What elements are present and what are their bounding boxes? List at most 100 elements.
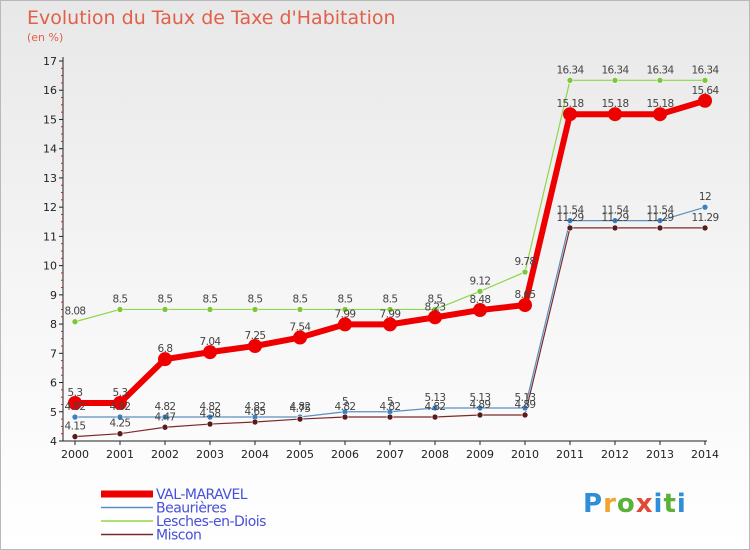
data-point bbox=[296, 306, 304, 313]
data-label: 9.12 bbox=[470, 275, 491, 287]
data-label: 9.78 bbox=[515, 256, 536, 268]
data-label: 11.29 bbox=[601, 212, 628, 224]
y-tick-label: 15 bbox=[43, 113, 57, 126]
y-tick-label: 6 bbox=[50, 377, 57, 390]
data-point bbox=[161, 423, 169, 431]
data-label: 15.18 bbox=[601, 98, 628, 110]
data-label: 7.99 bbox=[335, 308, 356, 320]
data-label: 4.47 bbox=[155, 411, 176, 423]
data-point bbox=[71, 433, 79, 440]
logo-letter: t bbox=[663, 489, 677, 519]
x-tick-label: 2012 bbox=[601, 448, 629, 461]
logo-letter: o bbox=[616, 489, 636, 519]
y-tick-label: 11 bbox=[43, 230, 57, 243]
data-point bbox=[161, 306, 169, 313]
data-label: 8.5 bbox=[338, 293, 353, 305]
logo-letter: x bbox=[635, 489, 654, 519]
data-point bbox=[158, 352, 172, 367]
x-tick-label: 2004 bbox=[241, 448, 269, 461]
data-point bbox=[116, 306, 124, 313]
x-tick-label: 2006 bbox=[331, 448, 359, 461]
data-point bbox=[476, 404, 484, 412]
x-tick-label: 2005 bbox=[286, 448, 314, 461]
data-label: 4.82 bbox=[155, 401, 176, 413]
data-label: 4.82 bbox=[290, 401, 311, 413]
y-tick-label: 9 bbox=[50, 289, 57, 302]
data-label: 7.54 bbox=[290, 322, 312, 334]
data-label: 11.54 bbox=[601, 205, 629, 217]
data-point bbox=[428, 310, 442, 325]
logo-letter: P bbox=[583, 489, 604, 519]
legend-entry: Lesches-en-Diois bbox=[156, 514, 266, 530]
data-point bbox=[116, 430, 124, 437]
x-tick-label: 2001 bbox=[106, 448, 134, 461]
data-label: 16.34 bbox=[556, 64, 584, 76]
data-point bbox=[206, 413, 214, 421]
data-label: 11.54 bbox=[646, 205, 674, 217]
x-tick-label: 2014 bbox=[691, 448, 719, 461]
data-label: 4.82 bbox=[380, 401, 401, 413]
data-label: 7.99 bbox=[380, 308, 401, 320]
data-label: 4.58 bbox=[200, 408, 221, 420]
data-point bbox=[701, 203, 709, 211]
data-point bbox=[386, 306, 394, 313]
data-point bbox=[431, 413, 439, 421]
data-point bbox=[386, 413, 394, 421]
legend-entry: VAL-MARAVEL bbox=[156, 487, 248, 503]
data-point bbox=[476, 411, 484, 419]
data-point bbox=[206, 420, 214, 428]
data-label: 4.25 bbox=[110, 418, 131, 430]
data-point bbox=[71, 318, 79, 326]
data-point bbox=[566, 76, 574, 84]
data-point bbox=[611, 76, 619, 84]
data-point bbox=[701, 76, 709, 84]
data-label: 5.3 bbox=[113, 387, 128, 399]
data-label: 4.89 bbox=[470, 399, 491, 411]
data-point bbox=[656, 217, 664, 224]
y-tick-label: 7 bbox=[50, 347, 57, 360]
data-point bbox=[521, 268, 529, 276]
y-tick-label: 10 bbox=[43, 260, 57, 273]
data-label: 15.64 bbox=[691, 85, 719, 97]
data-label: 5.13 bbox=[470, 392, 491, 404]
data-label: 5 bbox=[342, 396, 348, 408]
data-point bbox=[611, 224, 619, 232]
data-point bbox=[476, 288, 484, 295]
proxiti-logo: Proxiti bbox=[583, 489, 687, 519]
data-label: 8.23 bbox=[425, 301, 446, 313]
data-point bbox=[251, 306, 259, 313]
data-label: 8.08 bbox=[65, 306, 86, 318]
data-point bbox=[431, 404, 439, 412]
x-tick-label: 2009 bbox=[466, 448, 494, 461]
data-point bbox=[71, 413, 79, 421]
data-label: 12 bbox=[699, 191, 711, 203]
data-label: 5.13 bbox=[515, 392, 536, 404]
data-point bbox=[113, 396, 127, 410]
x-tick-label: 2008 bbox=[421, 448, 449, 461]
data-label: 8.5 bbox=[383, 293, 398, 305]
data-label: 4.75 bbox=[290, 403, 311, 415]
y-tick-label: 5 bbox=[50, 406, 57, 419]
data-label: 8.5 bbox=[113, 293, 128, 305]
data-label: 8.5 bbox=[203, 293, 218, 305]
data-point bbox=[611, 217, 619, 224]
data-point bbox=[566, 224, 574, 232]
x-tick-label: 2013 bbox=[646, 448, 674, 461]
data-label: 11.29 bbox=[646, 212, 673, 224]
data-point bbox=[518, 298, 532, 313]
data-point bbox=[563, 107, 577, 122]
data-point bbox=[341, 413, 349, 421]
data-label: 15.18 bbox=[646, 98, 673, 110]
data-label: 5 bbox=[387, 396, 393, 408]
data-point bbox=[473, 303, 487, 318]
legend-entry: Miscon bbox=[156, 528, 201, 544]
data-point bbox=[116, 413, 124, 421]
y-tick-label: 14 bbox=[43, 143, 57, 156]
data-point bbox=[341, 306, 349, 313]
data-point bbox=[293, 330, 307, 345]
x-tick-label: 2007 bbox=[376, 448, 404, 461]
data-point bbox=[383, 317, 397, 332]
y-tick-label: 17 bbox=[43, 55, 57, 68]
data-point bbox=[608, 107, 622, 122]
